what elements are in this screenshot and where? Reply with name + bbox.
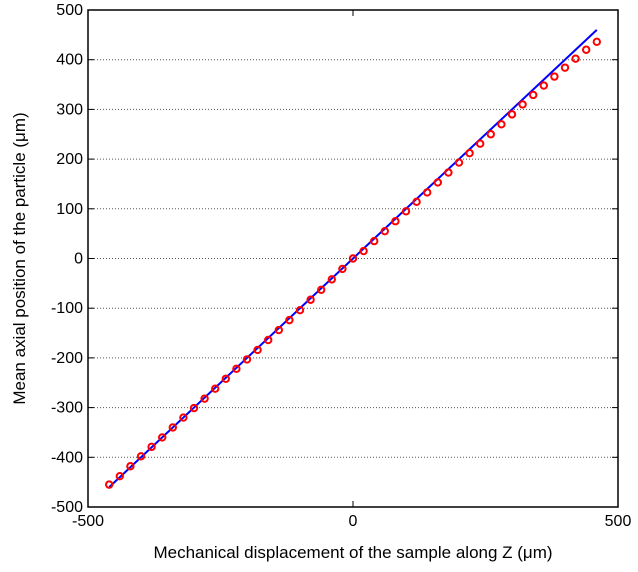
x-tick-label: 0	[349, 513, 358, 530]
axis-ticks: -500 -400 -300 -200 -100 0 100 200 300 400 500 -500…	[51, 2, 631, 530]
data-point	[454, 158, 464, 167]
x-tick-label: 500	[605, 513, 632, 530]
data-point	[253, 345, 262, 355]
data-point	[401, 207, 411, 216]
data-point	[242, 355, 252, 364]
data-point	[507, 110, 517, 119]
y-tick-label: 0	[74, 251, 83, 268]
data-point	[582, 45, 591, 54]
y-tick-label: 300	[56, 101, 83, 118]
x-tick-label: -500	[72, 513, 104, 530]
y-tick-label: 400	[56, 52, 83, 69]
data-point	[317, 285, 326, 295]
data-point	[189, 403, 199, 413]
data-point	[136, 452, 146, 461]
y-tick-label: -100	[51, 300, 83, 317]
fit-line	[108, 29, 598, 488]
x-axis-label: Mechanical displacement of the sample al…	[153, 543, 552, 562]
data-point	[264, 335, 273, 345]
y-tick-label: 200	[56, 151, 83, 168]
data-point	[391, 217, 400, 226]
data-point	[497, 120, 506, 129]
data-point	[560, 63, 570, 72]
data-point	[486, 130, 495, 139]
data-point	[232, 364, 241, 374]
data-point	[274, 325, 283, 335]
data-point	[327, 275, 336, 284]
y-tick-label: 500	[56, 2, 83, 19]
y-tick-label: -500	[51, 499, 83, 516]
data-point	[338, 264, 347, 274]
data-point	[380, 226, 389, 236]
data-point	[529, 90, 538, 100]
grid-lines	[88, 59, 618, 458]
data-point	[370, 236, 379, 246]
data-point	[465, 148, 474, 158]
data-point	[115, 471, 125, 481]
data-point	[147, 442, 156, 452]
data-point	[412, 197, 421, 207]
data-point	[306, 295, 315, 304]
data-point	[539, 81, 548, 90]
y-tick-label: -200	[51, 350, 83, 367]
data-point	[518, 100, 527, 109]
data-point	[295, 305, 305, 315]
data-point	[348, 254, 358, 263]
data-point	[221, 374, 231, 383]
data-point	[158, 433, 167, 442]
data-series	[105, 29, 601, 489]
data-point	[423, 188, 432, 197]
data-point	[168, 423, 178, 432]
y-tick-label: 100	[56, 201, 83, 218]
data-point	[211, 384, 220, 393]
data-point	[105, 480, 114, 489]
y-tick-label: -300	[51, 400, 83, 417]
data-point	[476, 139, 485, 148]
data-point	[592, 37, 601, 47]
data-point	[433, 178, 442, 187]
data-point	[126, 462, 135, 471]
data-point	[550, 72, 559, 81]
y-tick-label: -400	[51, 449, 83, 466]
data-point	[285, 315, 294, 325]
data-point	[571, 54, 580, 63]
data-point	[359, 246, 368, 256]
data-point	[179, 413, 188, 422]
y-axis-label: Mean axial position of the particle (μm)	[10, 112, 29, 404]
data-point	[200, 394, 209, 403]
data-point	[444, 168, 453, 177]
